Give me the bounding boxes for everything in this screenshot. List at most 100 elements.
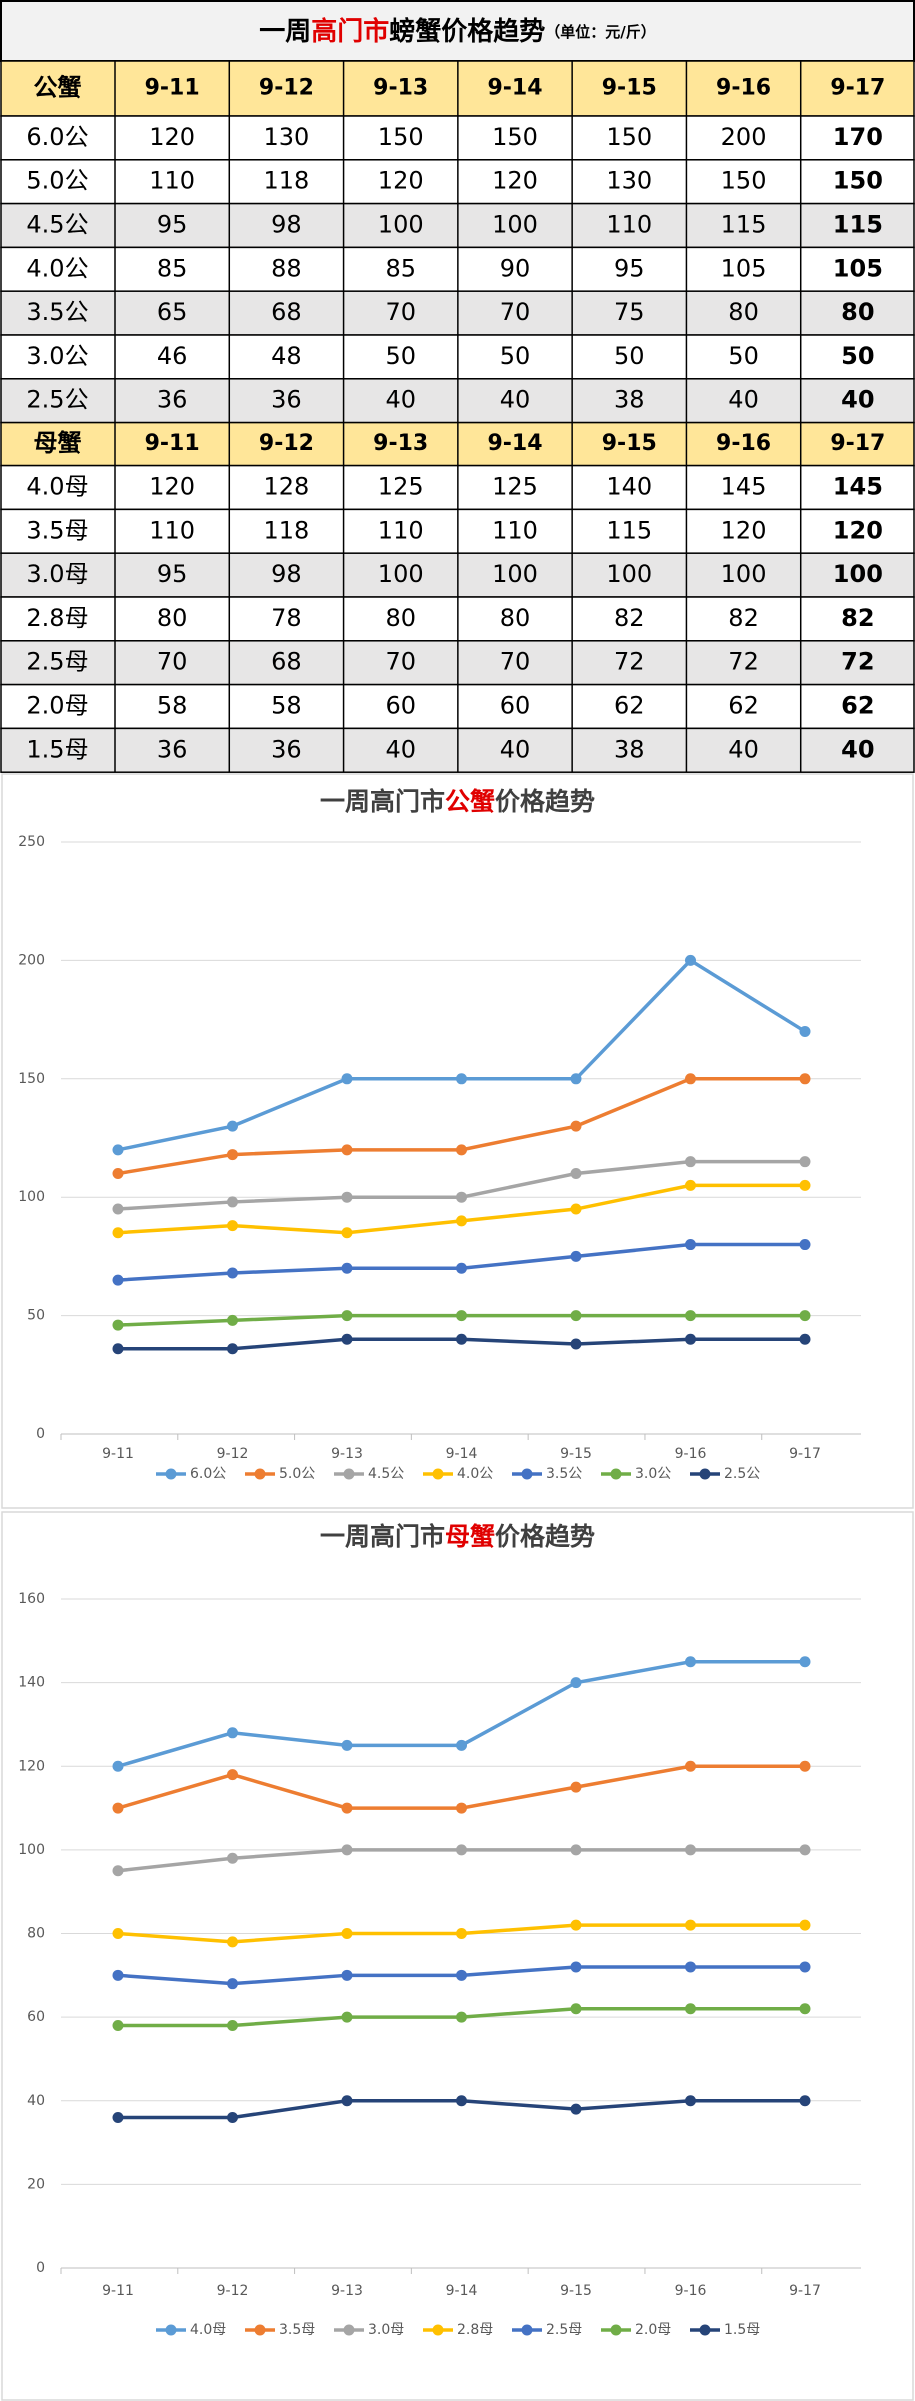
data-point [456,1844,467,1856]
data-point [570,1338,582,1350]
data-point [456,1310,467,1322]
data-point [341,1969,353,1981]
data-point [341,1310,353,1322]
cell-value: 72 [728,648,759,676]
chart-frame [1,773,914,1509]
legend-dot [699,1468,711,1480]
x-tick-label: 9-15 [560,2283,592,2299]
x-tick-label: 9-12 [217,1446,249,1462]
data-point [570,1168,582,1180]
cell-value: 98 [271,560,302,588]
data-point [685,1179,696,1191]
legend-label: 4.0母 [190,2322,226,2338]
y-tick-label: 120 [18,1758,45,1774]
title-part: 公蟹 [445,787,495,816]
cell-value: 68 [271,648,302,676]
cell-value: 70 [157,648,188,676]
cell-value: 105 [833,254,883,282]
data-point [799,2095,811,2107]
legend-dot [610,1468,622,1480]
data-point [112,1802,124,1814]
data-point [341,1844,353,1856]
data-point [799,1239,811,1251]
data-point [227,2111,238,2123]
data-point [341,1227,353,1239]
y-tick-label: 160 [18,1591,45,1607]
data-point [799,1179,811,1191]
y-tick-label: 140 [18,1675,45,1691]
data-point [570,1120,582,1132]
cell-value: 62 [728,692,759,720]
cell-value: 46 [157,342,188,370]
y-tick-label: 80 [27,1926,45,1942]
cell-value: 120 [149,473,195,501]
table-title: 一周高门市螃蟹价格趋势（单位：元/斤） [259,16,656,47]
cell-value: 120 [721,516,767,544]
cell-value: 125 [492,473,538,501]
cell-value: 50 [841,342,874,370]
cell-value: 72 [614,648,645,676]
cell-value: 145 [721,473,767,501]
data-point [685,1656,696,1668]
data-point [112,1343,124,1355]
cell-value: 36 [271,386,302,414]
title-part: 螃蟹价格趋势 [389,16,545,47]
y-tick-label: 20 [27,2176,45,2192]
x-tick-label: 9-11 [102,1446,134,1462]
data-point [456,1969,467,1981]
cell-value: 118 [264,167,310,195]
cell-value: 130 [606,167,652,195]
cell-value: 115 [606,516,652,544]
y-tick-label: 0 [36,2260,45,2276]
legend-label: 2.8母 [457,2322,493,2338]
cell-value: 60 [500,692,531,720]
title-part: 价格趋势 [495,787,595,816]
data-point [112,2111,124,2123]
title-part: 一周 [259,17,311,47]
header-date: 9-15 [602,76,657,101]
cell-value: 70 [385,648,416,676]
row-label: 3.5母 [26,516,88,544]
data-point [341,1191,353,1203]
data-point [799,1025,811,1037]
cell-value: 140 [606,473,652,501]
legend-label: 1.5母 [724,2322,760,2338]
row-label: 4.5公 [26,211,88,239]
data-point [570,1677,582,1689]
legend-label: 2.0母 [635,2322,671,2338]
cell-value: 82 [728,604,759,632]
cell-value: 130 [264,123,310,151]
data-point [227,1769,238,1781]
cell-value: 68 [271,298,302,326]
y-tick-label: 200 [18,952,45,968]
data-point [456,1802,467,1814]
legend-label: 2.5母 [546,2322,582,2338]
data-point [341,1739,353,1751]
cell-value: 100 [378,211,424,239]
cell-value: 40 [500,386,531,414]
cell-value: 75 [614,298,645,326]
legend-dot [165,1468,177,1480]
data-point [456,2095,467,2107]
data-point [112,1865,124,1877]
cell-value: 50 [728,342,759,370]
cell-value: 150 [833,167,883,195]
x-tick-label: 9-13 [331,1446,363,1462]
cell-value: 100 [378,560,424,588]
data-point [685,1961,696,1973]
data-point [112,1227,124,1239]
legend-dot [165,2324,177,2336]
legend-dot [699,2324,711,2336]
cell-value: 58 [157,692,188,720]
legend-label: 3.5母 [279,2322,315,2338]
data-point [112,1274,124,1286]
data-point [570,2103,582,2115]
cell-value: 118 [264,516,310,544]
data-point [799,1073,811,1085]
data-point [570,1844,582,1856]
y-tick-label: 40 [27,2093,45,2109]
data-point [227,1343,238,1355]
data-point [799,1844,811,1856]
legend-label: 4.0公 [457,1466,493,1482]
y-tick-label: 50 [27,1308,45,1324]
